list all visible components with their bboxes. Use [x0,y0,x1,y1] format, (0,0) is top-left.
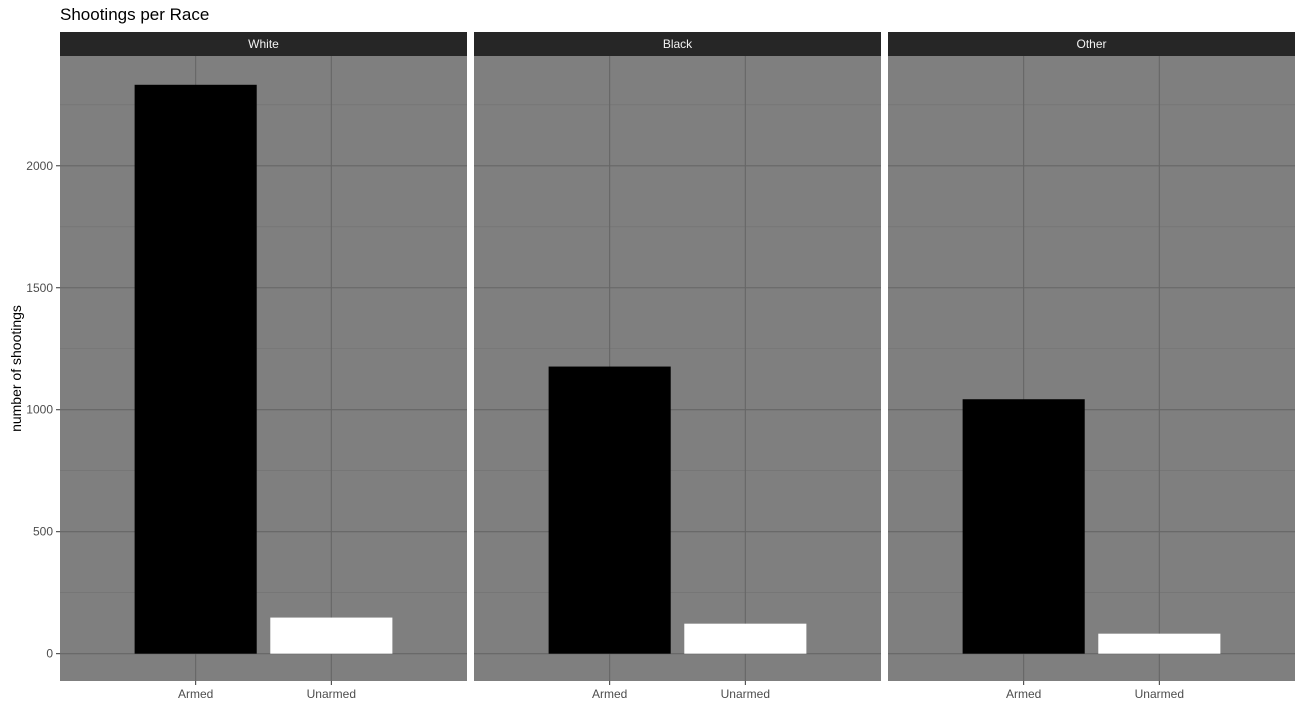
bar-unarmed [1098,633,1221,654]
y-tick-label: 0 [46,647,53,661]
facet-strip [888,32,1295,56]
x-tick-label: Armed [592,687,627,701]
y-tick-label: 1500 [26,281,53,295]
panel-background [474,56,881,681]
x-tick-label: Armed [1006,687,1041,701]
y-tick-label: 2000 [26,159,53,173]
x-tick-label: Armed [178,687,213,701]
panel-background [888,56,1295,681]
bar-armed [134,84,257,654]
chart-title: Shootings per Race [60,5,210,24]
y-tick-label: 1000 [26,403,53,417]
bar-armed [962,399,1085,654]
bar-armed [548,366,671,654]
facet-label: Other [1076,37,1106,51]
facet-strip [474,32,881,56]
facet-strip [60,32,467,56]
x-tick-label: Unarmed [721,687,770,701]
bar-unarmed [684,623,807,654]
y-tick-label: 500 [33,525,53,539]
y-axis-title: number of shootings [8,305,24,432]
x-tick-label: Unarmed [1135,687,1184,701]
facet-label: Black [663,37,693,51]
x-tick-label: Unarmed [307,687,356,701]
facet-label: White [248,37,279,51]
panel-background [60,56,467,681]
bar-unarmed [270,617,393,654]
